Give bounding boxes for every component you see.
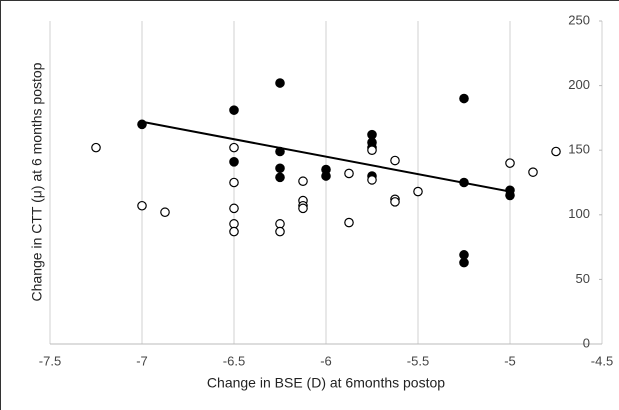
data-point: [367, 129, 377, 140]
data-point: [413, 186, 423, 197]
data-point: [275, 163, 285, 174]
data-point: [551, 146, 561, 157]
trend-line: [141, 120, 511, 193]
y-tick-label: 250: [568, 12, 590, 27]
data-point: [91, 142, 101, 153]
data-point: [459, 257, 469, 268]
y-tick-label: 0: [583, 335, 590, 350]
data-point: [137, 119, 147, 130]
data-point: [275, 146, 285, 157]
data-point: [298, 203, 308, 214]
data-point: [459, 250, 469, 260]
y-tick-label: 50: [576, 271, 590, 286]
y-tick-label: 200: [568, 77, 590, 92]
data-point: [229, 157, 239, 167]
data-point: [275, 219, 285, 229]
x-tick-label: -5: [504, 353, 516, 368]
data-point: [229, 219, 239, 229]
data-point: [367, 175, 377, 185]
data-point: [344, 217, 354, 228]
data-point: [390, 197, 400, 207]
data-point: [275, 172, 285, 183]
data-point: [275, 226, 285, 237]
data-point: [229, 226, 239, 237]
data-point: [229, 177, 239, 188]
data-point: [137, 200, 147, 211]
x-tick-label: -6: [320, 353, 332, 368]
data-point: [344, 168, 354, 179]
data-point: [298, 176, 308, 187]
y-tick-label: 150: [568, 142, 590, 157]
data-point: [160, 207, 170, 218]
x-tick-label: -4.5: [591, 353, 613, 368]
data-point: [321, 171, 331, 181]
x-axis-title: Change in BSE (D) at 6months postop: [207, 375, 445, 391]
data-point: [528, 167, 538, 177]
x-tick-label: -7: [136, 353, 148, 368]
y-axis-title: Change in CTT (μ) at 6 months postop: [29, 62, 45, 301]
x-tick-label: -5.5: [407, 353, 429, 368]
data-point: [390, 155, 400, 166]
data-point: [275, 78, 285, 88]
data-point: [229, 142, 239, 153]
x-tick-label: -6.5: [223, 353, 245, 368]
data-point: [229, 105, 239, 115]
data-point: [505, 158, 515, 168]
data-point: [229, 203, 239, 214]
data-point: [505, 190, 515, 201]
x-tick-label: -7.5: [39, 353, 61, 368]
data-point: [459, 177, 469, 188]
data-point: [367, 145, 377, 155]
data-point: [459, 93, 469, 104]
y-tick-label: 100: [568, 206, 590, 221]
